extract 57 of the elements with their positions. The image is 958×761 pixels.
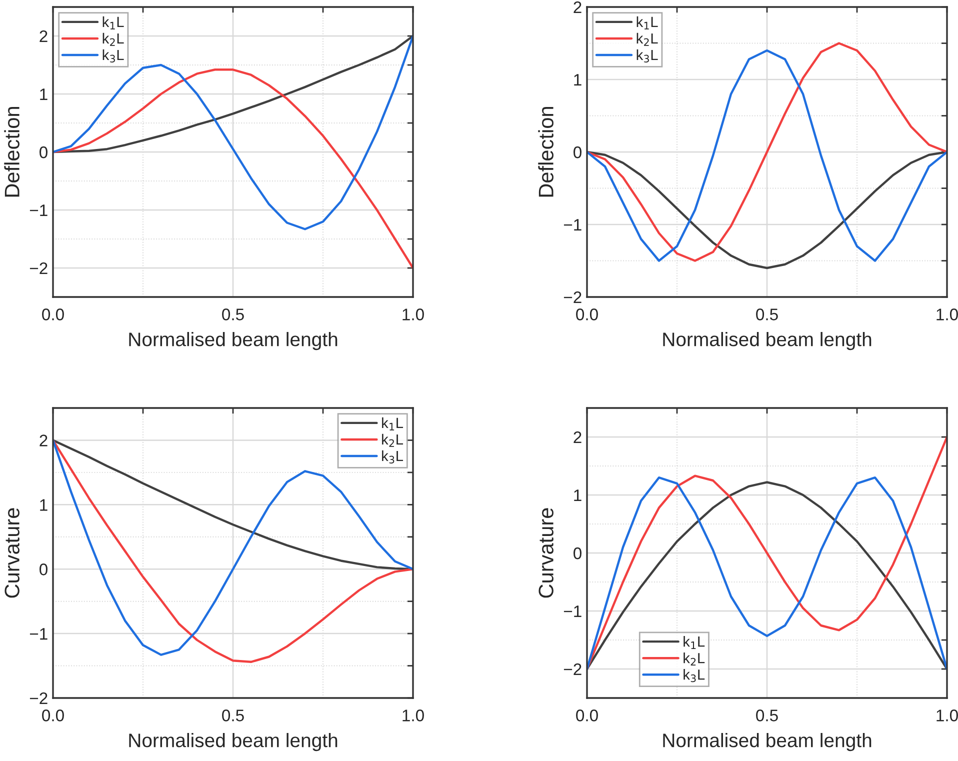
x-tick-label: 0.5 xyxy=(756,710,778,722)
y-tick-label: −1 xyxy=(30,204,48,216)
y-tick-label: 0 xyxy=(574,146,582,158)
x-tick-label: 0.0 xyxy=(42,308,64,320)
y-tick-label: 2 xyxy=(40,30,48,42)
legend-label: k$_{1}$L xyxy=(102,16,124,30)
legend-label: k$_{2}$L xyxy=(102,32,124,46)
y-tick-label: −2 xyxy=(30,692,48,704)
y-tick-label: −1 xyxy=(564,606,582,618)
x-axis-title: Normalised beam length xyxy=(663,732,872,752)
legend-label: k$_{3}$L xyxy=(102,49,124,63)
legend-label: k$_{3}$L xyxy=(684,669,705,682)
y-tick-label: 1 xyxy=(40,499,48,511)
y-tick-label: −2 xyxy=(564,291,582,304)
y-tick-label: −2 xyxy=(564,663,582,676)
y-tick-label: 0 xyxy=(574,547,582,560)
x-tick-label: 1.0 xyxy=(936,308,958,320)
y-axis-title: Deflection xyxy=(538,107,554,197)
y-tick-label: 2 xyxy=(574,1,582,14)
y-axis-title: Curvature xyxy=(4,508,20,598)
x-tick-label: 0.5 xyxy=(222,308,244,320)
y-axis-title: Curvature xyxy=(538,508,554,598)
x-axis-title: Normalised beam length xyxy=(129,732,338,752)
legend-label: k$_{3}$L xyxy=(636,49,658,63)
legend-label: k$_{1}$L xyxy=(684,636,705,649)
y-tick-label: 0 xyxy=(40,146,48,158)
x-tick-label: 1.0 xyxy=(936,710,958,722)
y-tick-label: 0 xyxy=(40,564,48,576)
line-series xyxy=(587,150,947,270)
legend-label: k$_{2}$L xyxy=(382,434,404,447)
legend-label: k$_{1}$L xyxy=(382,417,404,430)
legend-label: k$_{2}$L xyxy=(684,652,705,666)
x-axis-title: Normalised beam length xyxy=(663,332,872,350)
x-tick-label: 0.0 xyxy=(576,308,598,320)
y-tick-label: −1 xyxy=(30,628,48,640)
legend-label: k$_{2}$L xyxy=(636,32,658,46)
x-tick-label: 0.0 xyxy=(576,710,598,722)
y-tick-label: −2 xyxy=(30,262,48,274)
x-tick-label: 1.0 xyxy=(402,308,424,320)
y-tick-label: 2 xyxy=(40,434,48,446)
legend-label: k$_{1}$L xyxy=(636,16,658,30)
y-tick-label: −1 xyxy=(564,219,582,231)
x-axis-title: Normalised beam length xyxy=(129,332,338,350)
y-tick-label: 2 xyxy=(574,431,582,444)
legend-label: k$_{3}$L xyxy=(382,450,404,464)
y-axis-title: Deflection xyxy=(4,107,20,197)
y-tick-label: 1 xyxy=(574,74,582,86)
y-tick-label: 1 xyxy=(574,490,582,502)
line-series xyxy=(53,34,413,230)
line-series xyxy=(587,436,947,670)
x-tick-label: 1.0 xyxy=(402,710,424,722)
line-series xyxy=(53,34,413,154)
y-tick-label: 1 xyxy=(40,88,48,100)
x-tick-label: 0.5 xyxy=(756,308,778,320)
x-tick-label: 0.0 xyxy=(42,710,64,722)
x-tick-label: 0.5 xyxy=(222,710,244,722)
line-series xyxy=(53,68,413,270)
